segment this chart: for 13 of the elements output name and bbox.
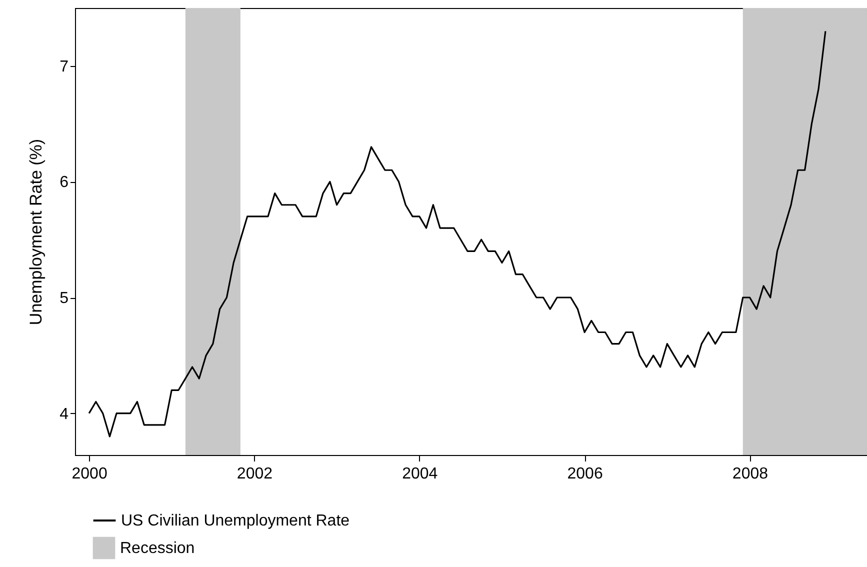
- y-axis-title: Unemployment Rate (%): [26, 138, 46, 326]
- x-tick-label: 2004: [402, 466, 438, 482]
- legend-label: US Civilian Unemployment Rate: [121, 512, 350, 530]
- legend-label: Recession: [120, 540, 195, 557]
- x-tick-label: 2006: [567, 466, 603, 482]
- line-series: [88, 30, 826, 438]
- y-tick-label: 5: [60, 290, 69, 308]
- x-tick-label: 2000: [72, 466, 108, 482]
- y-tick-label: 4: [60, 406, 69, 423]
- y-tick-label: 6: [60, 174, 69, 192]
- y-tick-label: 7: [60, 58, 69, 76]
- x-tick-label: 2008: [732, 466, 768, 482]
- x-tick-label: 2002: [236, 466, 273, 482]
